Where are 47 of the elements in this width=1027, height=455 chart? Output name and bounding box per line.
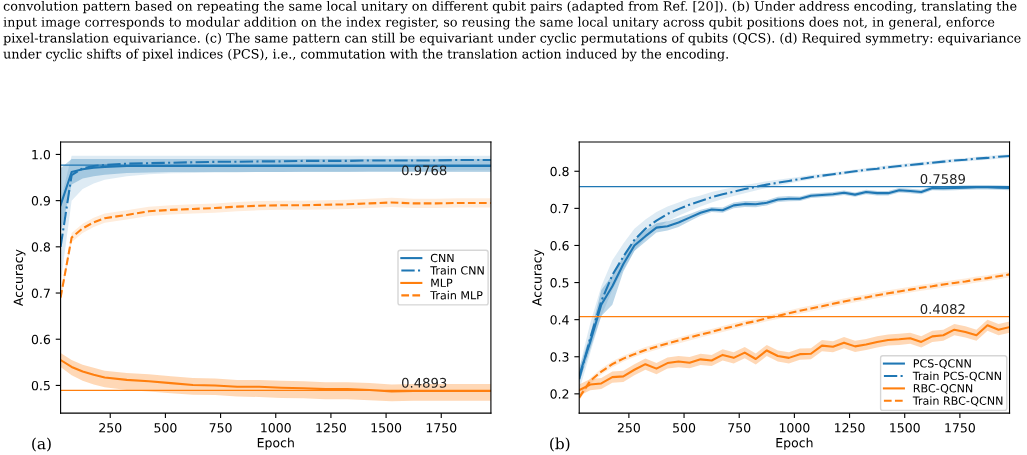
y-tick-label: 0.8 — [31, 242, 51, 252]
y-tick-label: 0.9 — [31, 196, 50, 206]
x-tick-label: 1750 — [945, 423, 975, 433]
y-tick-label: 0.5 — [550, 278, 569, 288]
legend-label: MLP — [431, 278, 453, 287]
legend-label: Train RBC-QCNN — [912, 396, 1003, 407]
y-tick-label: 0.8 — [550, 166, 569, 177]
y-axis-title: Accuracy — [13, 249, 26, 306]
ref-line-label: 0.4082 — [920, 304, 965, 315]
x-axis-title: Epoch — [257, 437, 294, 450]
x-tick-label: 1750 — [426, 423, 457, 433]
y-tick-label: 0.7 — [31, 288, 50, 298]
legend-label: CNN — [430, 253, 454, 263]
y-tick-label: 1.0 — [32, 149, 51, 160]
x-tick-label: 500 — [154, 423, 177, 433]
x-tick-label: 1000 — [779, 423, 810, 433]
legend-label: RBC-QCNN — [913, 384, 973, 394]
legend-label: Train PCS-QCNN — [912, 371, 1001, 382]
text: (a) — [32, 437, 51, 452]
y-tick-label: 0.2 — [550, 389, 569, 399]
x-tick-label: 750 — [728, 423, 751, 433]
y-tick-label: 0.4 — [550, 315, 569, 325]
y-axis-title: Accuracy — [532, 249, 545, 306]
ref-line-label: 0.4893 — [401, 377, 447, 388]
legend-label: PCS-QCNN — [913, 359, 971, 369]
y-tick-label: 0.5 — [31, 380, 50, 391]
y-tick-label: 0.3 — [550, 352, 569, 362]
y-tick-label: 0.6 — [550, 240, 569, 251]
x-tick-label: 1500 — [371, 423, 402, 433]
ref-line-label: 0.7589 — [920, 173, 965, 184]
x-tick-label: 1250 — [316, 423, 346, 433]
text: convolution pattern based on repeating the same local unitary on different qubit pairs (adapted from Ref. [20]). (b) Under address encoding, translating the input image corresponds to modular addition on the index register, so reusing the same local unitary across qubit positions does not, in general, enforce pixel-translation equivariance. (c) The same pattern can still be equivariant under cyclic permutations of qubits (QCS). (d) Required symmetry: equivariance under cyclic shifts of pixel indices (PCS), i.e., commutation with the translation action induced by the encoding. — [3, 0, 1021, 62]
ref-line-label: 0.9768 — [401, 165, 447, 176]
x-tick-label: 1000 — [261, 423, 291, 433]
x-tick-label: 1250 — [835, 423, 865, 433]
y-tick-label: 0.7 — [550, 203, 569, 214]
x-tick-label: 500 — [673, 423, 696, 433]
line-series — [60, 158, 491, 248]
x-tick-label: 1500 — [890, 423, 920, 433]
legend-label: Train MLP — [430, 290, 483, 300]
text: (b) — [550, 437, 570, 452]
legend-label: Train CNN — [430, 265, 484, 275]
x-tick-label: 250 — [99, 423, 122, 433]
x-tick-label: 250 — [617, 423, 640, 433]
x-axis-title: Epoch — [776, 437, 813, 450]
x-tick-label: 750 — [209, 423, 232, 433]
y-tick-label: 0.6 — [31, 334, 51, 345]
